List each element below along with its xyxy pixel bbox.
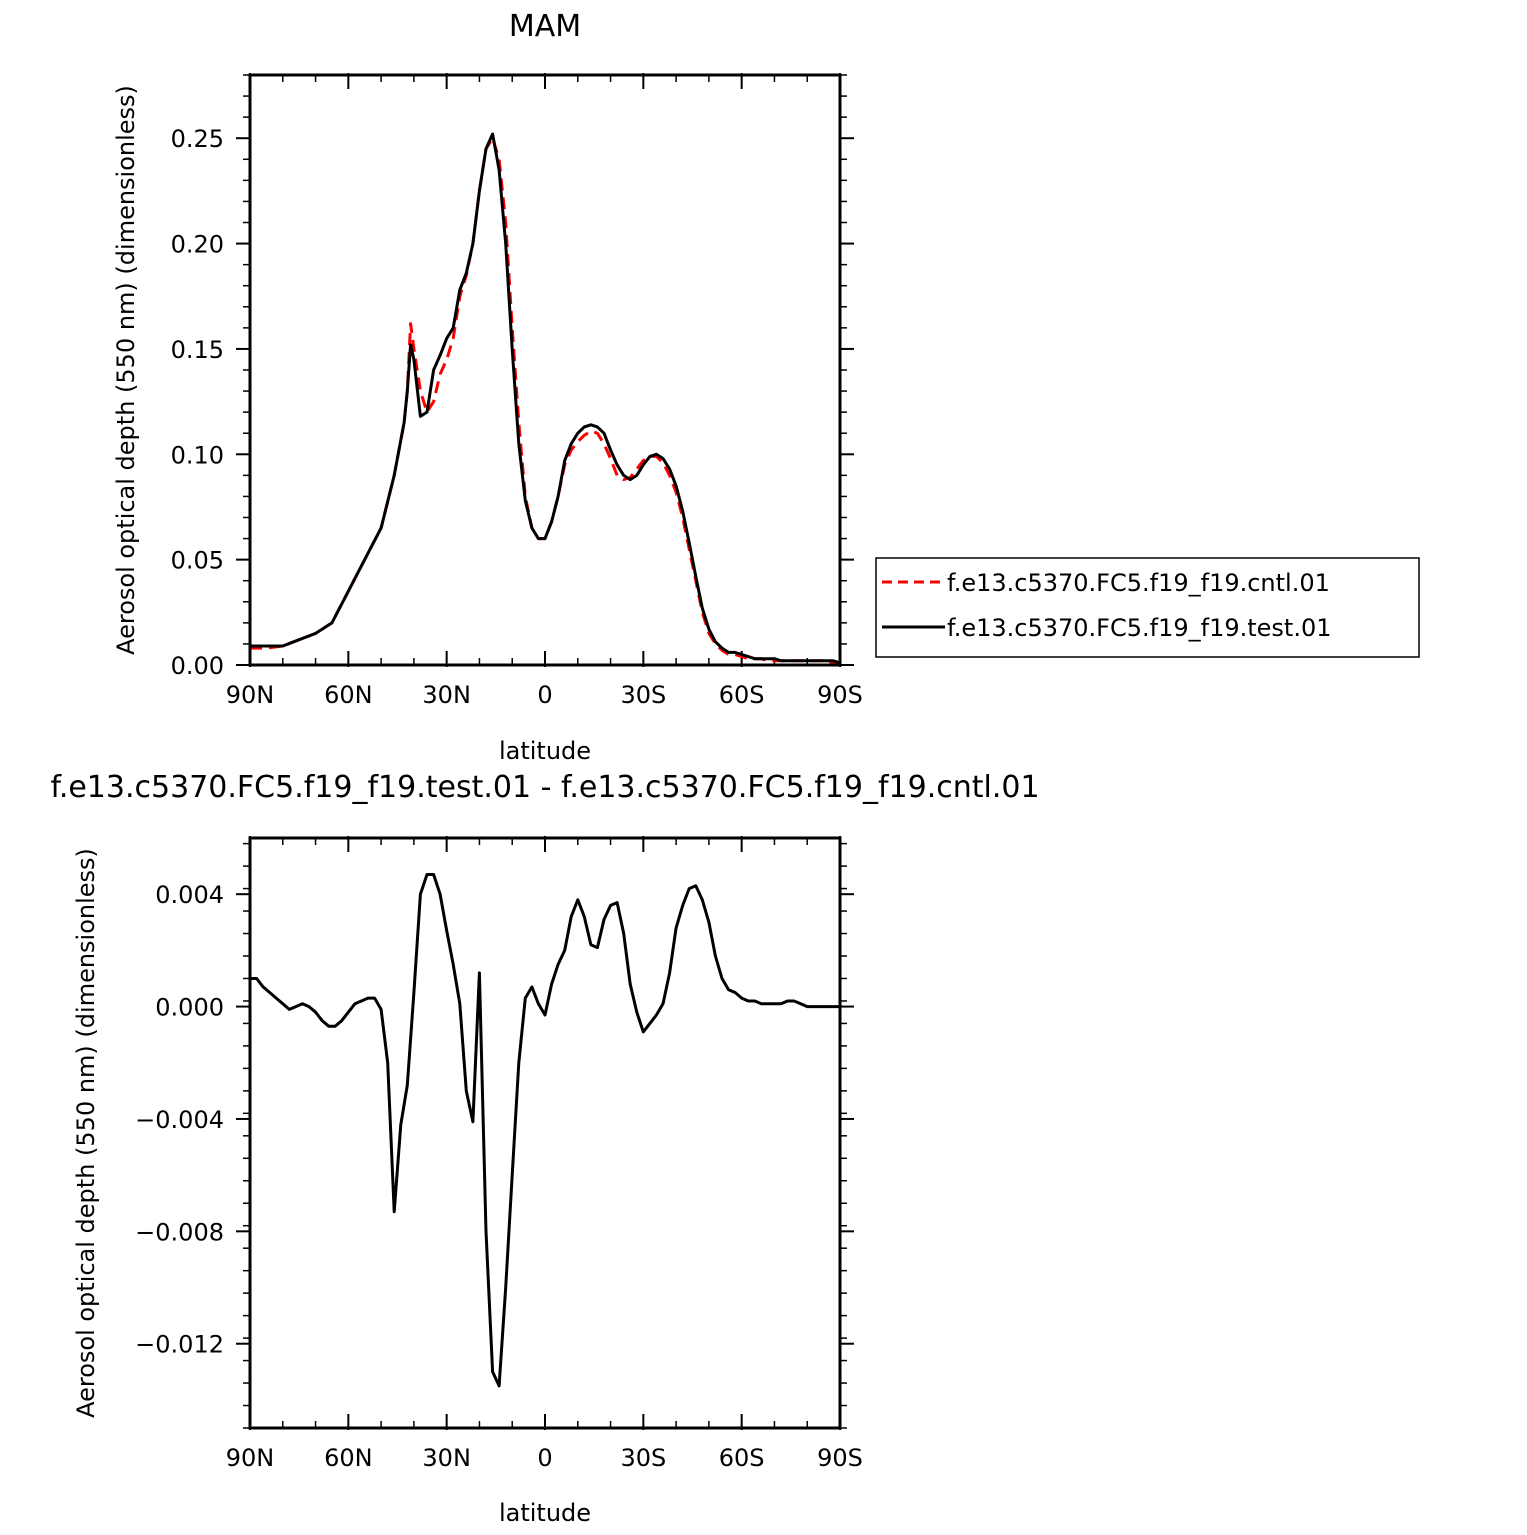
panel-1-y-tick-labels: 0.00 0.05 0.10 0.15 0.20 0.25 (171, 125, 224, 680)
x-tick-label: 30N (422, 1444, 471, 1472)
panel-2: f.e13.c5370.FC5.f19_f19.test.01 - f.e13.… (50, 770, 1039, 1527)
x-tick-label: 90N (226, 681, 275, 709)
y-tick-label: −0.004 (135, 1106, 224, 1134)
x-tick-label: 90N (226, 1444, 275, 1472)
panel-1-x-tick-labels: 90N 60N 30N 0 30S 60S 90S (226, 681, 863, 709)
x-tick-label: 60S (719, 681, 765, 709)
panel-1-series (250, 132, 841, 665)
x-tick-label: 30S (620, 681, 666, 709)
panel-1-title: MAM (509, 9, 581, 44)
panel-2-series (250, 873, 840, 1388)
panel-2-x-tick-labels: 90N 60N 30N 0 30S 60S 90S (226, 1444, 863, 1472)
y-tick-label: 0.00 (171, 652, 224, 680)
x-tick-label: 60N (324, 681, 373, 709)
panel-1-x-axis-label: latitude (499, 737, 591, 765)
panel-2-x-axis-label: latitude (499, 1499, 591, 1527)
panel-2-y-axis-label: Aerosol optical depth (550 nm) (dimensio… (72, 848, 100, 1418)
y-tick-label: −0.008 (135, 1218, 224, 1246)
x-tick-label: 30S (620, 1444, 666, 1472)
y-tick-label: 0.004 (155, 881, 224, 909)
panel-1-y-axis-label: Aerosol optical depth (550 nm) (dimensio… (112, 85, 140, 655)
y-tick-label: −0.012 (135, 1331, 224, 1359)
legend-box (875, 557, 1420, 658)
series-line-0 (250, 873, 840, 1388)
x-tick-label: 90S (817, 681, 863, 709)
y-tick-label: 0.20 (171, 231, 224, 259)
series-line-dashed-0 (250, 136, 840, 665)
legend: f.e13.c5370.FC5.f19_f19.cntl.01 f.e13.c5… (875, 557, 1420, 658)
x-tick-label: 60N (324, 1444, 373, 1472)
panel-1-ticks (236, 73, 854, 667)
y-tick-label: 0.05 (171, 547, 224, 575)
panel-2-plot-frame (248, 836, 842, 1430)
panel-2-y-tick-labels: 0.004 0.000 −0.004 −0.008 −0.012 (135, 881, 224, 1359)
panel-1: MAM 90N 60N 30N 0 30S 60S 90S 0.00 0.05 0.10 0.15… (112, 9, 863, 765)
series-line-1 (250, 132, 841, 665)
panel-2-title: f.e13.c5370.FC5.f19_f19.test.01 - f.e13.… (50, 770, 1039, 805)
y-tick-label: 0.10 (171, 441, 224, 469)
x-tick-label: 60S (719, 1444, 765, 1472)
legend-label-test: f.e13.c5370.FC5.f19_f19.test.01 (947, 614, 1332, 642)
x-tick-label: 0 (537, 681, 552, 709)
x-tick-label: 0 (537, 1444, 552, 1472)
legend-label-cntl: f.e13.c5370.FC5.f19_f19.cntl.01 (947, 569, 1330, 597)
x-tick-label: 90S (817, 1444, 863, 1472)
x-tick-label: 30N (422, 681, 471, 709)
y-tick-label: 0.000 (155, 994, 224, 1022)
panel-2-ticks (236, 836, 854, 1430)
panel-1-plot-frame (248, 73, 842, 667)
y-tick-label: 0.25 (171, 125, 224, 153)
y-tick-label: 0.15 (171, 336, 224, 364)
